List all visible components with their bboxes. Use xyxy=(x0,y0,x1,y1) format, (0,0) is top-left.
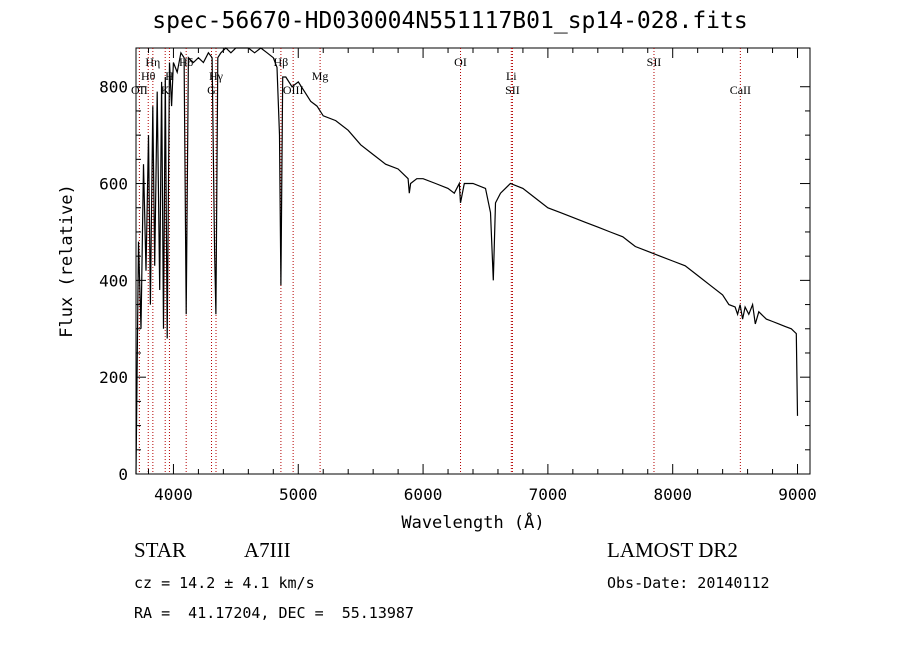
x-axis-title: Wavelength (Å) xyxy=(401,511,544,533)
redshift-info: cz = 14.2 ± 4.1 km/s xyxy=(134,574,315,592)
line-marker-label: Li xyxy=(506,69,517,83)
survey-name: LAMOST DR2 xyxy=(607,538,738,562)
x-axis: 4000 5000 6000 7000 8000 9000 xyxy=(147,48,817,504)
y-tick-label: 600 xyxy=(99,175,128,194)
x-tick-label: 7000 xyxy=(529,485,568,504)
x-tick-label: 5000 xyxy=(279,485,318,504)
y-tick-label: 800 xyxy=(99,78,128,97)
x-tick-label: 6000 xyxy=(404,485,443,504)
ra-dec: RA = 41.17204, DEC = 55.13987 xyxy=(134,604,414,622)
line-marker-label: CaII xyxy=(730,83,751,97)
y-axis-title: Flux (relative) xyxy=(57,184,77,338)
y-tick-label: 200 xyxy=(99,368,128,387)
line-marker-label: K xyxy=(161,83,170,97)
y-tick-label: 400 xyxy=(99,271,128,290)
chart-title: spec-56670-HD030004N551117B01_sp14-028.f… xyxy=(152,8,748,34)
line-marker-label: SII xyxy=(505,83,520,97)
line-marker-label: Hη xyxy=(145,55,160,69)
line-marker-label: Hβ xyxy=(274,55,289,69)
line-marker-label: OII xyxy=(131,83,148,97)
line-marker-label: G xyxy=(207,83,216,97)
object-class: STAR xyxy=(134,538,186,562)
x-tick-label: 9000 xyxy=(778,485,817,504)
line-marker-label: SII xyxy=(647,55,662,69)
obs-date: Obs-Date: 20140112 xyxy=(607,574,770,592)
line-marker-label: Mg xyxy=(312,69,329,83)
line-marker-label: Hθ xyxy=(141,69,156,83)
x-tick-label: 8000 xyxy=(653,485,692,504)
x-tick-label: 4000 xyxy=(154,485,193,504)
line-marker-label: OI xyxy=(454,55,467,69)
plot-frame xyxy=(135,47,811,475)
line-markers xyxy=(138,48,741,474)
y-axis: 0 200 400 600 800 xyxy=(99,78,810,484)
line-marker-label: H xyxy=(165,69,174,83)
spectrum-line xyxy=(135,47,799,475)
line-marker-label: Hδ xyxy=(179,55,194,69)
line-marker-label: OIII xyxy=(283,83,304,97)
object-subclass: A7III xyxy=(244,538,291,562)
y-tick-label: 0 xyxy=(118,465,128,484)
line-marker-label: Hγ xyxy=(209,69,224,83)
